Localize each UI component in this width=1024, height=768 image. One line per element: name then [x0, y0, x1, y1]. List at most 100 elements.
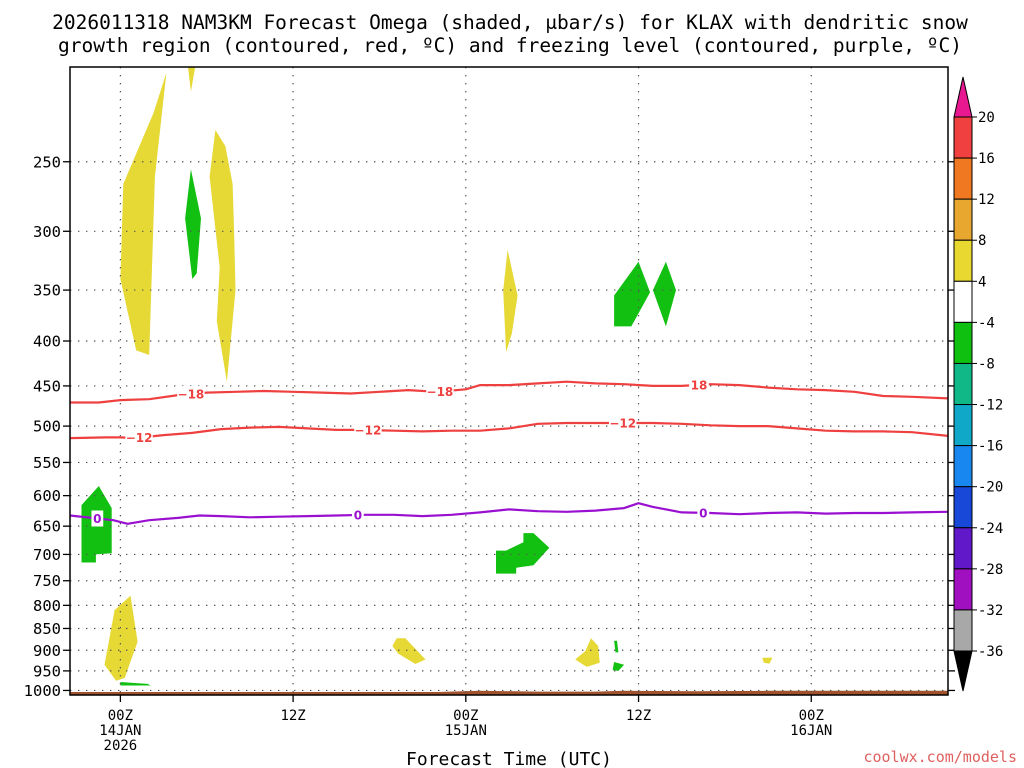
surface-strip	[70, 690, 948, 695]
contour-label-bg	[426, 383, 454, 400]
omega-region-3	[209, 130, 236, 382]
contour-label--12-2: −12	[609, 417, 636, 431]
omega-region-12	[614, 640, 619, 653]
contour-line--18	[70, 380, 949, 404]
credit-link[interactable]: coolwx.com/models	[863, 748, 1017, 766]
contour-line-0	[69, 502, 949, 525]
contour-label--18-0: −18	[178, 388, 205, 402]
colorbar-segment-2	[953, 157, 973, 200]
plot-area	[70, 67, 948, 695]
colorbar-label-1: 16	[978, 151, 995, 167]
temperature-contours: −18 −18 18 −12 −12 −12 0 0 0	[69, 376, 949, 527]
grid-lines	[70, 67, 948, 695]
contour-label-bg	[91, 510, 104, 527]
colorbar-segment-1	[953, 116, 973, 159]
contour-label-0-0: 0	[93, 512, 101, 526]
omega-region-2	[188, 67, 196, 92]
colorbar-label-8: -16	[978, 439, 1003, 455]
colorbar-label-2: 12	[978, 192, 995, 208]
colorbar-label-11: -28	[978, 562, 1003, 578]
colorbar-segment-12	[953, 568, 973, 611]
colorbar-segment-9	[953, 445, 973, 488]
y-tick-label-800: 800	[33, 597, 61, 615]
colorbar-segment-3	[953, 198, 973, 241]
colorbar-label-6: -8	[978, 356, 995, 372]
y-tick-label-300: 300	[33, 223, 61, 241]
x-tick-label-48-0: 00Z	[799, 708, 824, 724]
colorbar-top-arrow	[953, 76, 973, 118]
chart-title-line-1: 2026011318 NAM3KM Forecast Omega (shaded…	[52, 11, 968, 34]
colorbar-label-12: -32	[978, 603, 1003, 619]
y-tick-label-350: 350	[33, 282, 61, 300]
colorbar-label-5: -4	[978, 315, 995, 331]
y-tick-label-250: 250	[33, 153, 61, 171]
omega-region-13	[612, 662, 625, 671]
y-tick-label-900: 900	[33, 642, 61, 660]
colorbar-label-0: 20	[978, 110, 995, 126]
x-axis-label: Forecast Time (UTC)	[406, 749, 612, 768]
omega-region-14	[614, 261, 651, 327]
y-tick-label-450: 450	[33, 377, 61, 395]
contour-label-0-1: 0	[354, 508, 362, 522]
x-tick-label-0-2: 2026	[104, 738, 138, 754]
contour-label--18-2: 18	[691, 378, 708, 392]
y-tick-label-550: 550	[33, 454, 61, 472]
omega-region-6	[575, 638, 600, 667]
contour-label-bg	[689, 376, 709, 393]
contour-label-bg	[697, 504, 710, 521]
colorbar-label-10: -24	[978, 521, 1003, 537]
colorbar-segment-6	[953, 321, 973, 364]
y-tick-label-500: 500	[33, 418, 61, 436]
omega-region-4	[392, 638, 426, 664]
plot-background	[70, 67, 948, 695]
omega-region-5	[503, 249, 518, 353]
colorbar-segment-4	[953, 239, 973, 282]
colorbar: 20 16 12 8 4 -4 -8 -12 -16 -20 -24 -28 -32 -36	[953, 76, 1003, 692]
omega-region-7	[762, 657, 773, 664]
colorbar-bottom-arrow	[953, 650, 973, 692]
y-tick-label-400: 400	[33, 333, 61, 351]
y-tick-label-1000: 1000	[24, 682, 61, 700]
x-tick-label-0-1: 14JAN	[99, 723, 141, 739]
x-tick-label-0-0: 00Z	[108, 708, 133, 724]
contour-label-0-2: 0	[699, 506, 707, 520]
contour-label--18-1: −18	[427, 385, 454, 399]
x-tick-label-24-0: 00Z	[453, 708, 478, 724]
surface-ground	[70, 690, 948, 695]
contour-label--12-1: −12	[355, 423, 382, 437]
omega-shading	[81, 67, 773, 686]
x-tick-label-12-0: 12Z	[280, 708, 305, 724]
colorbar-segment-10	[953, 486, 973, 529]
y-tick-label-650: 650	[33, 518, 61, 536]
omega-region-1	[120, 72, 167, 356]
contour-label-bg	[177, 386, 205, 403]
y-tick-label-750: 750	[33, 572, 61, 590]
colorbar-segment-11	[953, 527, 973, 570]
colorbar-label-7: -12	[978, 398, 1003, 414]
y-tick-label-700: 700	[33, 546, 61, 564]
omega-region-15	[652, 261, 676, 327]
contour-line--12	[69, 421, 949, 440]
colorbar-segment-7	[953, 362, 973, 406]
contour-label-bg	[354, 421, 382, 438]
contour-label-bg	[351, 506, 364, 523]
omega-region-11	[120, 682, 151, 686]
colorbar-label-13: -36	[978, 644, 1003, 660]
colorbar-label-3: 8	[978, 233, 986, 249]
chart-title-line-2: growth region (contoured, red, ºC) and f…	[58, 34, 962, 57]
y-tick-label-600: 600	[33, 487, 61, 505]
omega-region-10	[496, 533, 550, 574]
axes: 250 300 350 400 450 500 550 600 650 700 750 800 850 9…	[24, 66, 955, 754]
x-tick-label-24-1: 15JAN	[445, 723, 487, 739]
contour-label--12-0: −12	[126, 431, 153, 445]
plot-frame	[69, 66, 949, 696]
x-tick-label-36-0: 12Z	[626, 708, 651, 724]
colorbar-label-4: 4	[978, 274, 986, 290]
contour-label-bg	[609, 415, 637, 432]
colorbar-segment-13	[953, 609, 973, 652]
y-tick-label-950: 950	[33, 662, 61, 680]
contour-label-bg	[125, 429, 153, 446]
y-tick-label-850: 850	[33, 620, 61, 638]
x-tick-label-48-1: 16JAN	[790, 723, 832, 739]
